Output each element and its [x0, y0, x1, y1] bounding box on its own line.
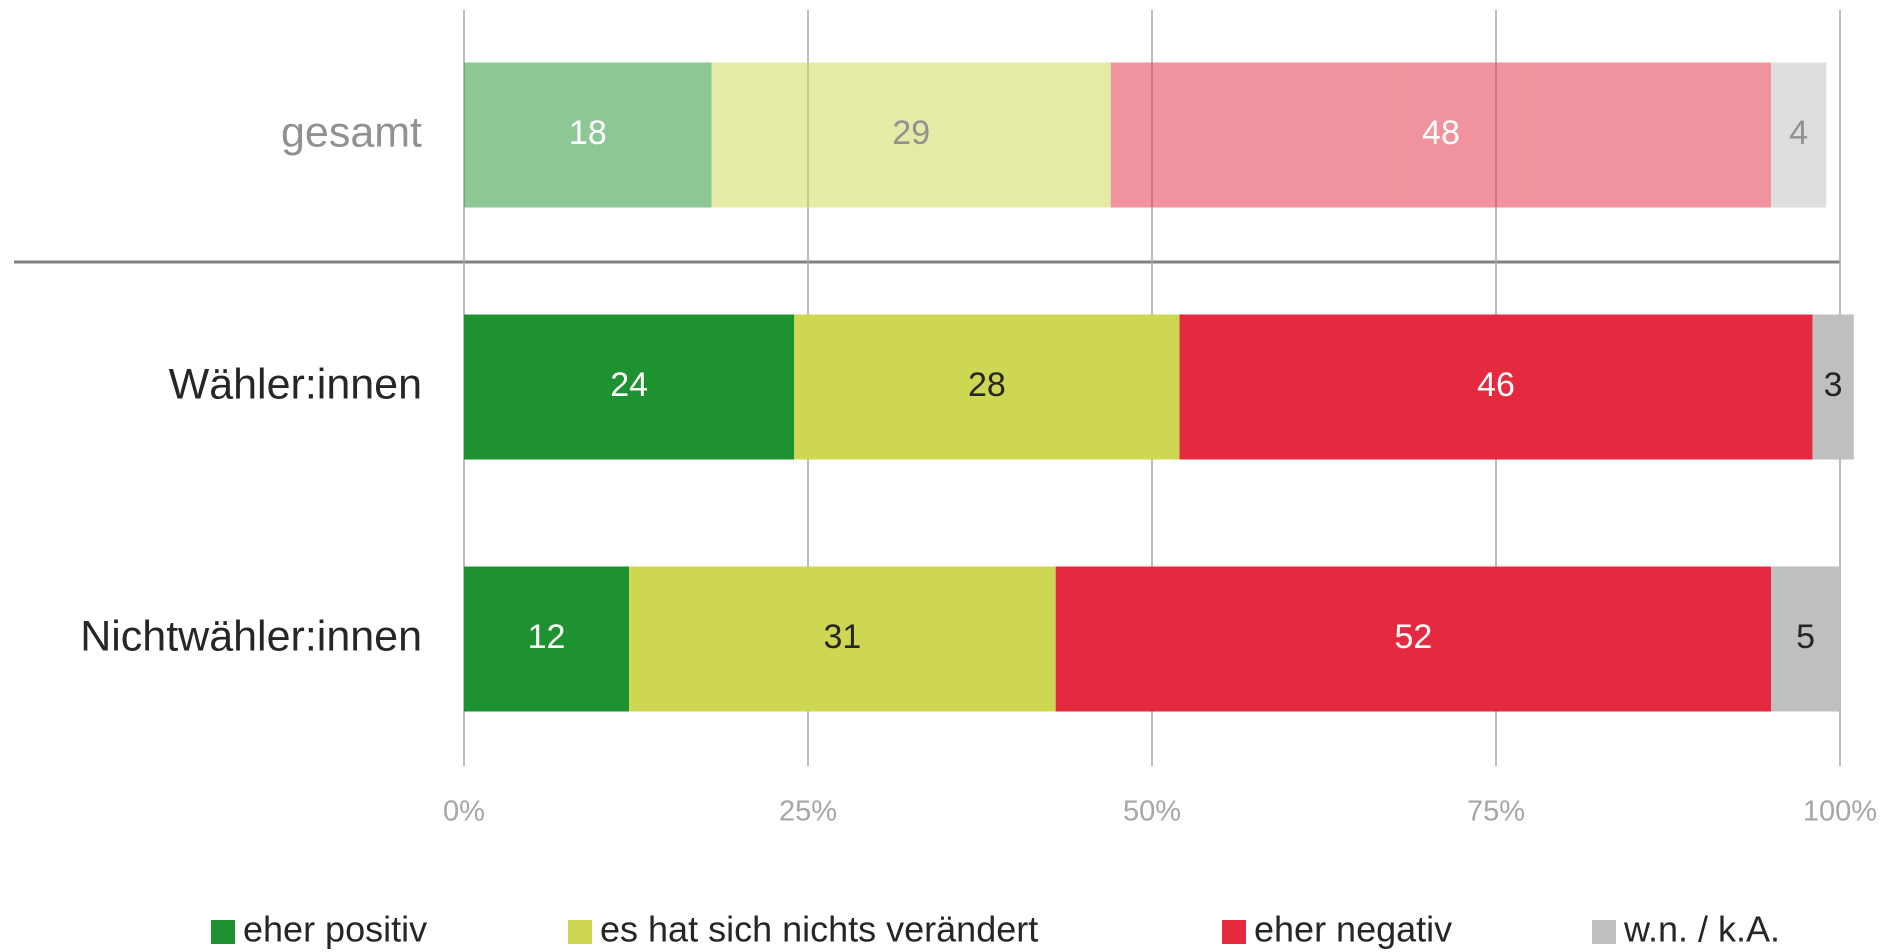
data-label: 3: [1824, 366, 1843, 404]
x-tick-label: 25%: [779, 796, 837, 828]
data-label: 46: [1477, 366, 1515, 404]
legend-swatch: [1592, 920, 1616, 944]
legend-swatch: [568, 920, 592, 944]
x-tick-label: 50%: [1123, 796, 1181, 828]
bar-segment: [464, 566, 630, 712]
bar-segment: [464, 314, 795, 460]
legend-label: w.n. / k.A.: [1623, 909, 1780, 950]
data-label: 4: [1789, 114, 1808, 152]
data-label: 5: [1796, 618, 1815, 656]
data-label: 52: [1395, 618, 1433, 656]
bar-segment: [1812, 314, 1854, 460]
x-tick-label: 0%: [443, 796, 485, 828]
data-label: 18: [569, 114, 607, 152]
legend-label: es hat sich nichts verändert: [600, 909, 1038, 950]
bar-row: Nichtwähler:innen 12 31 52 5: [80, 566, 1840, 712]
bar-segment: [1771, 62, 1827, 208]
data-label: 28: [968, 366, 1006, 404]
x-tick-label: 75%: [1467, 796, 1525, 828]
data-label: 31: [823, 618, 861, 656]
bar-segment: [1179, 314, 1813, 460]
bar-segment: [1055, 566, 1772, 712]
data-label: 12: [528, 618, 566, 656]
category-label: gesamt: [281, 108, 422, 156]
data-label: 48: [1422, 114, 1460, 152]
bar-segment: [464, 62, 712, 208]
bar-segment: [794, 314, 1180, 460]
data-label: 24: [610, 366, 648, 404]
bar-segment: [1110, 62, 1772, 208]
bar-row: gesamt 18 29 48 4: [281, 62, 1827, 208]
legend-label: eher positiv: [243, 909, 427, 950]
legend-label: eher negativ: [1254, 909, 1452, 950]
category-label: Nichtwähler:innen: [80, 612, 422, 660]
bar-segment: [711, 62, 1111, 208]
x-tick-label: 100%: [1803, 796, 1877, 828]
bar-segment: [1771, 566, 1840, 712]
bar-segment: [629, 566, 1056, 712]
data-label: 29: [892, 114, 930, 152]
legend-swatch: [1222, 920, 1246, 944]
category-label: Wähler:innen: [169, 360, 422, 408]
legend-swatch: [211, 920, 235, 944]
bar-row: Wähler:innen 24 28 46 3: [169, 314, 1854, 460]
